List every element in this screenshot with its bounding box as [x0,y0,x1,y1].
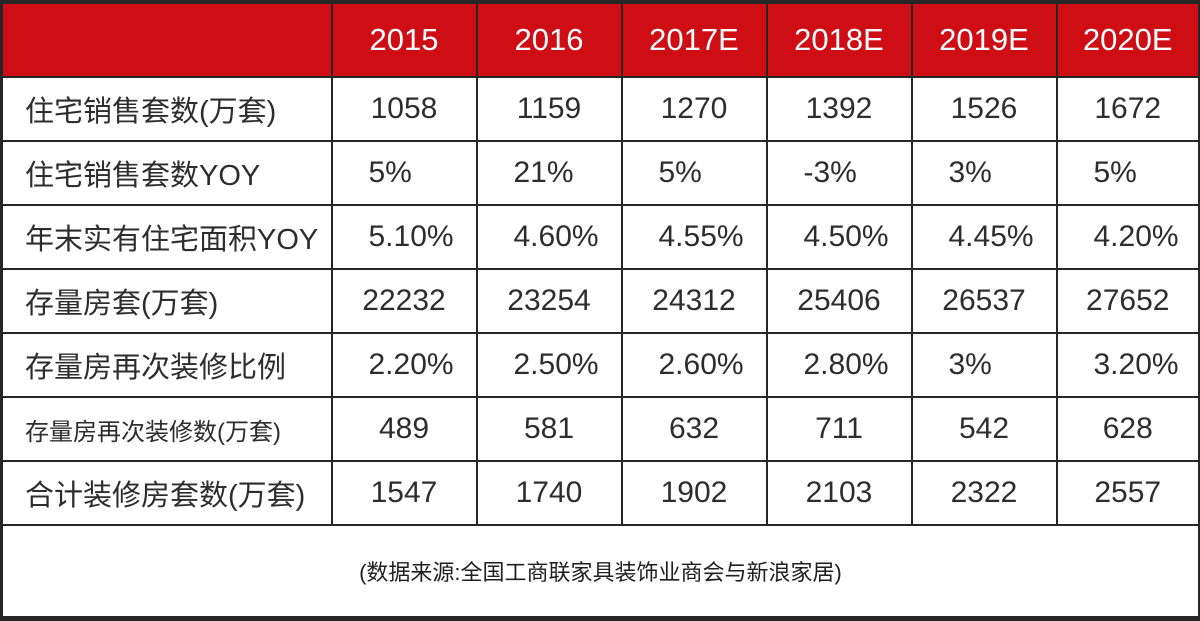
row-label: 存量房套(万套) [2,269,332,333]
table-row-housing-stock: 存量房套(万套) 22232 23254 24312 25406 26537 2… [2,269,1200,333]
cell-value: -3% [767,141,912,205]
source-row: (数据来源:全国工商联家具装饰业商会与新浪家居) [2,525,1200,619]
cell-value: 2103 [767,461,912,525]
table-footer: (数据来源:全国工商联家具装饰业商会与新浪家居) [2,525,1200,619]
cell-value: 4.55% [622,205,767,269]
header-cell-2015: 2015 [332,2,477,77]
cell-value: 24312 [622,269,767,333]
cell-value: 21% [477,141,622,205]
header-cell-empty [2,2,332,77]
cell-value: 5.10% [332,205,477,269]
cell-value: 489 [332,397,477,461]
cell-value: 25406 [767,269,912,333]
table-row-renovation-count: 存量房再次装修数(万套) 489 581 632 711 542 628 [2,397,1200,461]
header-cell-2018e: 2018E [767,2,912,77]
cell-value: 27652 [1057,269,1200,333]
row-label: 年末实有住宅面积YOY [2,205,332,269]
cell-value: 2322 [912,461,1057,525]
cell-value: 1159 [477,77,622,141]
table-row-housing-sales-yoy: 住宅销售套数YOY 5% 21% 5% -3% 3% 5% [2,141,1200,205]
cell-value: 5% [622,141,767,205]
row-label: 住宅销售套数YOY [2,141,332,205]
cell-value: 3% [912,141,1057,205]
row-label: 存量房再次装修比例 [2,333,332,397]
row-label: 合计装修房套数(万套) [2,461,332,525]
cell-value: 22232 [332,269,477,333]
cell-value: 1547 [332,461,477,525]
header-cell-2019e: 2019E [912,2,1057,77]
cell-value: 542 [912,397,1057,461]
cell-value: 5% [332,141,477,205]
row-label: 存量房再次装修数(万套) [2,397,332,461]
cell-value: 4.20% [1057,205,1200,269]
cell-value: 1526 [912,77,1057,141]
table-row-total-renovated: 合计装修房套数(万套) 1547 1740 1902 2103 2322 255… [2,461,1200,525]
cell-value: 1058 [332,77,477,141]
header-cell-2020e: 2020E [1057,2,1200,77]
cell-value: 3% [912,333,1057,397]
cell-value: 1740 [477,461,622,525]
cell-value: 1270 [622,77,767,141]
header-cell-2017e: 2017E [622,2,767,77]
cell-value: 1902 [622,461,767,525]
table-row-housing-sales: 住宅销售套数(万套) 1058 1159 1270 1392 1526 1672 [2,77,1200,141]
cell-value: 4.45% [912,205,1057,269]
source-note: (数据来源:全国工商联家具装饰业商会与新浪家居) [2,525,1200,619]
cell-value: 2.50% [477,333,622,397]
table-body: 住宅销售套数(万套) 1058 1159 1270 1392 1526 1672… [2,77,1200,525]
cell-value: 632 [622,397,767,461]
cell-value: 23254 [477,269,622,333]
cell-value: 4.60% [477,205,622,269]
cell-value: 4.50% [767,205,912,269]
row-label: 住宅销售套数(万套) [2,77,332,141]
cell-value: 581 [477,397,622,461]
cell-value: 1672 [1057,77,1200,141]
cell-value: 1392 [767,77,912,141]
table-row-yearend-area-yoy: 年末实有住宅面积YOY 5.10% 4.60% 4.55% 4.50% 4.45… [2,205,1200,269]
cell-value: 628 [1057,397,1200,461]
cell-value: 5% [1057,141,1200,205]
header-cell-2016: 2016 [477,2,622,77]
cell-value: 3.20% [1057,333,1200,397]
cell-value: 2.20% [332,333,477,397]
cell-value: 26537 [912,269,1057,333]
table-header: 2015 2016 2017E 2018E 2019E 2020E [2,2,1200,77]
cell-value: 711 [767,397,912,461]
table-row-renovation-ratio: 存量房再次装修比例 2.20% 2.50% 2.60% 2.80% 3% 3.2… [2,333,1200,397]
cell-value: 2.80% [767,333,912,397]
cell-value: 2557 [1057,461,1200,525]
table-header-row: 2015 2016 2017E 2018E 2019E 2020E [2,2,1200,77]
cell-value: 2.60% [622,333,767,397]
